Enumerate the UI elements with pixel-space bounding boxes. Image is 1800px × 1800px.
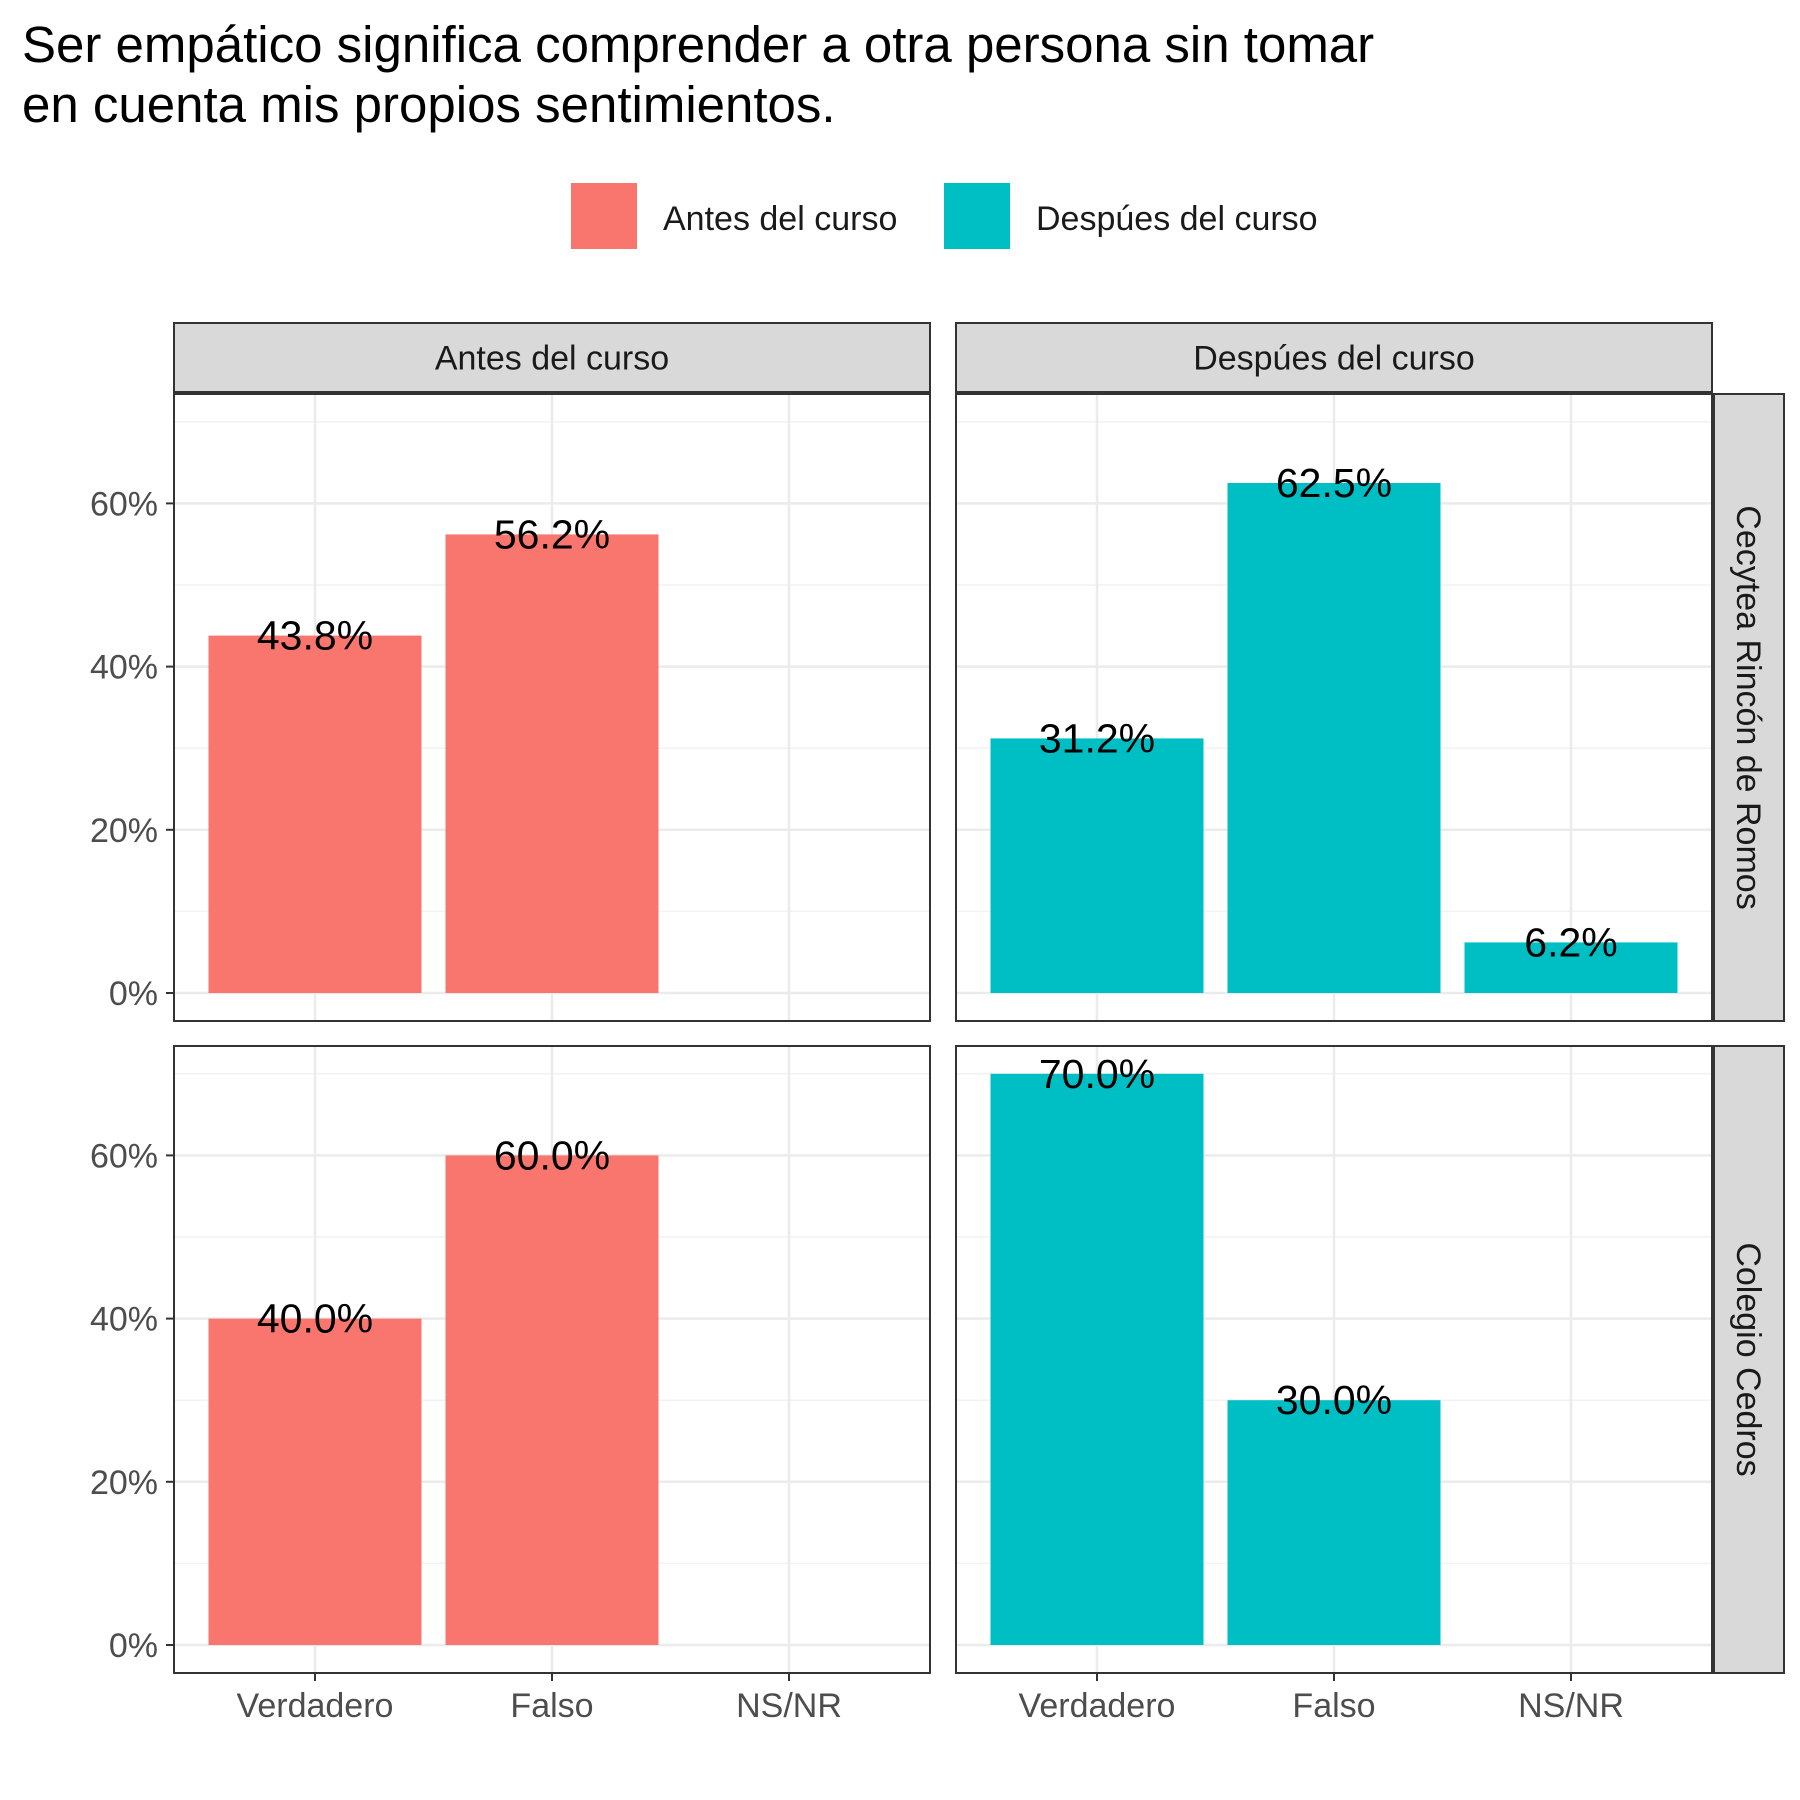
- bar-label-falso: 60.0%: [494, 1132, 610, 1178]
- y-tick-label: 0%: [109, 1627, 158, 1665]
- bar-label-falso: 62.5%: [1276, 460, 1392, 506]
- bar-label-ns-nr: 6.2%: [1524, 919, 1617, 965]
- chart-title-line-2: en cuenta mis propios sentimientos.: [22, 76, 836, 133]
- strip-label-antes-del-curso: Antes del curso: [435, 340, 669, 378]
- x-tick-label-ns-nr: NS/NR: [736, 1687, 842, 1725]
- bar-verdadero: [990, 738, 1204, 993]
- facet-panels: Antes del curso Despúes del curso Cecytea …: [90, 322, 1785, 1725]
- legend-key-despues: [944, 183, 1010, 249]
- y-tick-label: 60%: [90, 1137, 158, 1175]
- bar-label-verdadero: 43.8%: [257, 613, 373, 659]
- strip-despues-del-curso: [955, 322, 1713, 393]
- bar-ns-nr: [1464, 942, 1678, 993]
- x-tick-label-falso: Falso: [510, 1687, 593, 1725]
- bar-label-verdadero: 70.0%: [1039, 1051, 1155, 1097]
- panel-colegio-cedros-despues-del-curso: 70.0% 30.0% Verdadero Falso NS/NR: [955, 1045, 1713, 1725]
- panel-cecytea-rincon-de-romos-antes-del-curso: 43.8% 56.2% 0% 20% 40% 60%: [90, 393, 931, 1022]
- bar-verdadero: [990, 1073, 1204, 1645]
- chart-title-line-1: Ser empático significa comprender a otra…: [22, 16, 1374, 73]
- bar-verdadero: [208, 1318, 422, 1645]
- bar-falso: [445, 1155, 659, 1645]
- panel-colegio-cedros-antes-del-curso: 40.0% 60.0% 0% 20% 40% 60% Verdadero Falso NS/NR: [90, 1045, 931, 1725]
- bar-falso: [445, 534, 659, 993]
- y-tick-label: 40%: [90, 649, 158, 687]
- strip-antes-del-curso: [173, 322, 931, 393]
- panel-border: [173, 393, 931, 1022]
- bar-label-verdadero: 31.2%: [1039, 715, 1155, 761]
- strip-label-despues-del-curso: Despúes del curso: [1193, 340, 1475, 378]
- strip-label-colegio-cedros: Colegio Cedros: [1729, 1242, 1767, 1476]
- strip-label-cecytea-rincon-de-romos: Cecytea Rincón de Romos: [1729, 505, 1767, 909]
- y-tick-label: 60%: [90, 485, 158, 523]
- legend: Antes del curso Despúes del curso: [571, 183, 1318, 249]
- y-tick-label: 20%: [90, 1464, 158, 1502]
- panel-border: [955, 393, 1713, 1022]
- x-tick-label-ns-nr: NS/NR: [1518, 1687, 1624, 1725]
- x-tick-label-verdadero: Verdadero: [1019, 1687, 1176, 1725]
- bar-label-verdadero: 40.0%: [257, 1296, 373, 1342]
- y-tick-label: 40%: [90, 1301, 158, 1339]
- strip-colegio-cedros: [1713, 1045, 1785, 1674]
- legend-label-antes: Antes del curso: [663, 200, 897, 238]
- bar-falso: [1227, 1400, 1441, 1645]
- x-tick-label-falso: Falso: [1292, 1687, 1375, 1725]
- bar-falso: [1227, 483, 1441, 993]
- bar-label-falso: 56.2%: [494, 511, 610, 557]
- bar-verdadero: [208, 635, 422, 993]
- strip-cecytea-rincon-de-romos: [1713, 393, 1785, 1022]
- x-tick-label-verdadero: Verdadero: [237, 1687, 394, 1725]
- y-tick-label: 0%: [109, 975, 158, 1013]
- panel-cecytea-rincon-de-romos-despues-del-curso: 31.2% 62.5% 6.2%: [955, 393, 1713, 1022]
- y-tick-label: 20%: [90, 812, 158, 850]
- bar-label-falso: 30.0%: [1276, 1377, 1392, 1423]
- legend-key-antes: [571, 183, 637, 249]
- legend-label-despues: Despúes del curso: [1036, 200, 1318, 238]
